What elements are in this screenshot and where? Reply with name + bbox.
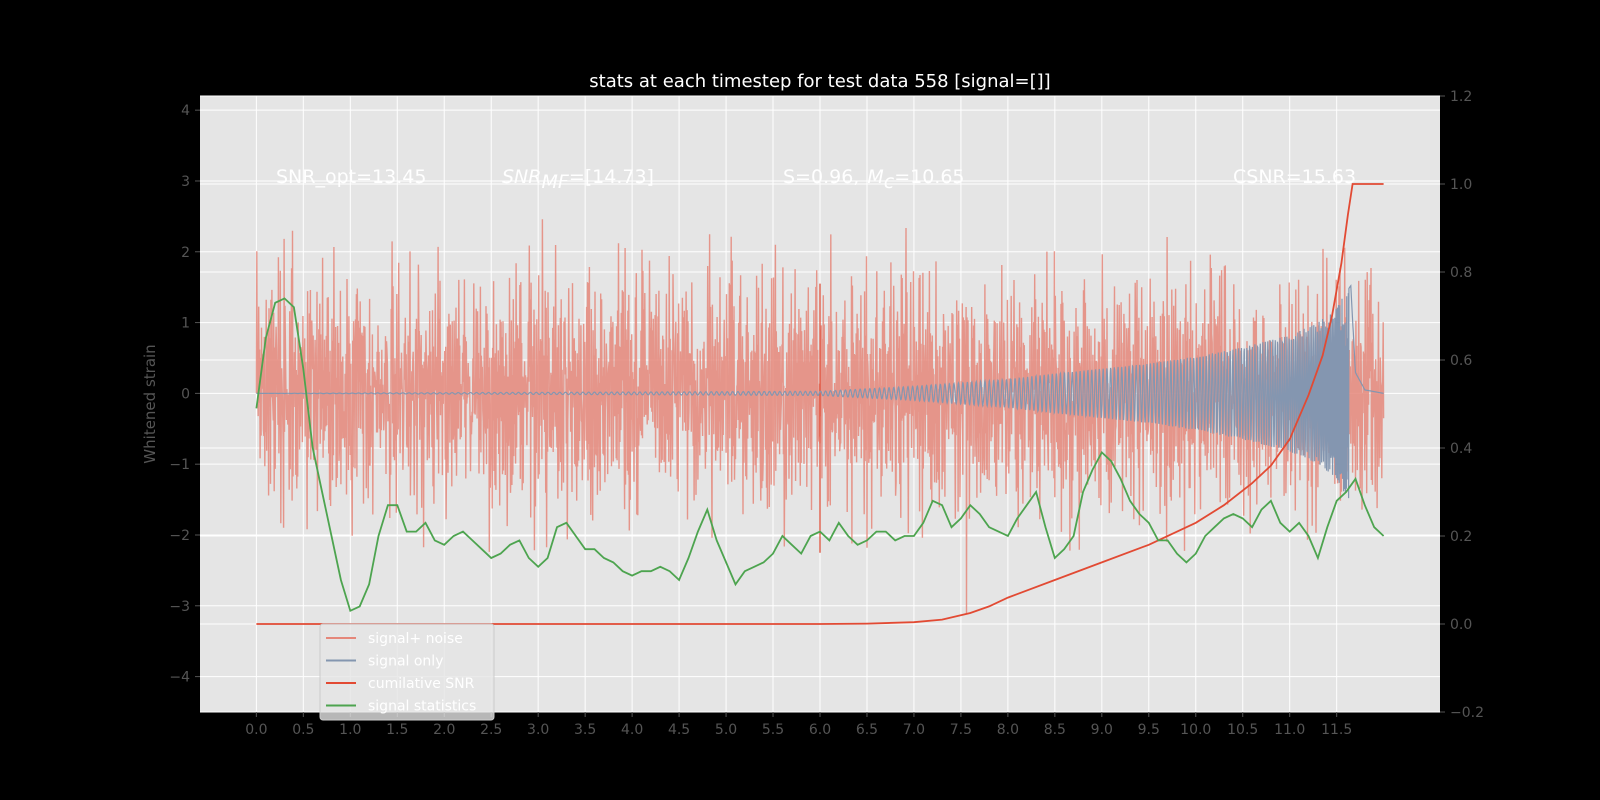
mc-subscript: c <box>884 171 895 193</box>
right-tick-label: 0.2 <box>1450 529 1472 545</box>
snr-mf-symbol: SNR <box>502 166 541 188</box>
x-tick-label: 3.0 <box>527 722 549 738</box>
s-mc-annotation: S=0.96, Mc=10.65 <box>783 166 965 193</box>
right-tick-label: 0.0 <box>1450 617 1472 633</box>
snr-opt-annotation: SNR_opt=13.45 <box>276 166 426 188</box>
x-tick-label: 3.5 <box>574 722 596 738</box>
legend-label: signal only <box>368 654 443 670</box>
snr-mf-annotation: SNRMF=[14.73] <box>502 166 654 193</box>
signal-statistics-line <box>255 297 1385 613</box>
y-tick-label: −4 <box>169 670 190 686</box>
y-tick-label: −1 <box>169 457 190 473</box>
mc-value: =10.65 <box>894 166 964 188</box>
x-tick-label: 11.5 <box>1321 722 1352 738</box>
x-tick-label: 7.0 <box>903 722 925 738</box>
x-tick-label: 6.5 <box>856 722 878 738</box>
signal-only-series <box>256 284 1384 499</box>
y-axis-ticks: −4 −3 −2 −1 0 1 2 3 4 <box>169 103 200 686</box>
right-axis-ticks: −0.2 0.0 0.2 0.4 0.6 0.8 1.0 1.2 <box>1440 89 1484 721</box>
s-value: S=0.96, <box>783 166 859 188</box>
legend-label: signal statistics <box>368 699 476 715</box>
y-tick-label: 2 <box>181 245 190 261</box>
x-tick-label: 4.0 <box>621 722 643 738</box>
signal-only-line <box>256 284 1384 499</box>
y-tick-label: −2 <box>169 528 190 544</box>
legend-item: signal+ noise <box>326 631 463 647</box>
x-tick-label: 2.0 <box>433 722 455 738</box>
y-axis-label: Whitened strain <box>141 344 159 463</box>
cumilative-snr-line <box>256 183 1384 625</box>
x-tick-label: 11.0 <box>1274 722 1305 738</box>
x-axis-ticks: 0.0 0.5 1.0 1.5 2.0 2.5 3.0 3.5 4.0 4.5 5.0 5.5 6.0 6… <box>245 712 1352 738</box>
x-tick-label: 10.5 <box>1227 722 1258 738</box>
legend: signal+ noise signal only cumilative SNR si… <box>319 623 495 721</box>
x-tick-label: 10.0 <box>1180 722 1211 738</box>
right-tick-label: −0.2 <box>1450 705 1484 721</box>
x-tick-label: 9.0 <box>1091 722 1113 738</box>
mc-symbol: M <box>867 166 883 188</box>
y-tick-label: 0 <box>181 386 190 402</box>
x-tick-label: 1.5 <box>386 722 408 738</box>
y-tick-label: 4 <box>181 103 190 119</box>
y-tick-label: −3 <box>169 599 190 615</box>
right-tick-label: 1.2 <box>1450 89 1472 105</box>
y-tick-label: 3 <box>181 174 190 190</box>
legend-item: cumilative SNR <box>326 676 475 692</box>
x-tick-label: 7.5 <box>950 722 972 738</box>
x-tick-label: 1.0 <box>339 722 361 738</box>
x-tick-label: 4.5 <box>668 722 690 738</box>
x-tick-label: 0.0 <box>245 722 267 738</box>
snr-mf-subscript: MF <box>541 171 569 193</box>
snr-mf-value: =[14.73] <box>569 166 654 188</box>
legend-box <box>319 623 495 721</box>
legend-label: signal+ noise <box>368 631 463 647</box>
chart-title: stats at each timestep for test data 558… <box>589 71 1050 92</box>
x-tick-label: 0.5 <box>292 722 314 738</box>
legend-item: signal statistics <box>326 699 476 715</box>
x-tick-label: 8.0 <box>997 722 1019 738</box>
x-tick-label: 9.5 <box>1138 722 1160 738</box>
x-tick-label: 6.0 <box>809 722 831 738</box>
legend-label: cumilative SNR <box>368 676 475 692</box>
legend-item: signal only <box>326 654 443 670</box>
statistics-series <box>255 183 1385 625</box>
right-tick-label: 0.8 <box>1450 265 1472 281</box>
right-tick-label: 0.4 <box>1450 441 1472 457</box>
csnr-annotation: CSNR=15.63 <box>1233 166 1356 188</box>
x-tick-label: 5.0 <box>715 722 737 738</box>
x-tick-label: 8.5 <box>1044 722 1066 738</box>
right-tick-label: 1.0 <box>1450 177 1472 193</box>
x-tick-label: 2.5 <box>480 722 502 738</box>
right-tick-label: 0.6 <box>1450 353 1472 369</box>
annotations: SNR_opt=13.45 SNRMF=[14.73] S=0.96, Mc=10… <box>276 166 1356 193</box>
x-tick-label: 5.5 <box>762 722 784 738</box>
y-tick-label: 1 <box>181 316 190 332</box>
